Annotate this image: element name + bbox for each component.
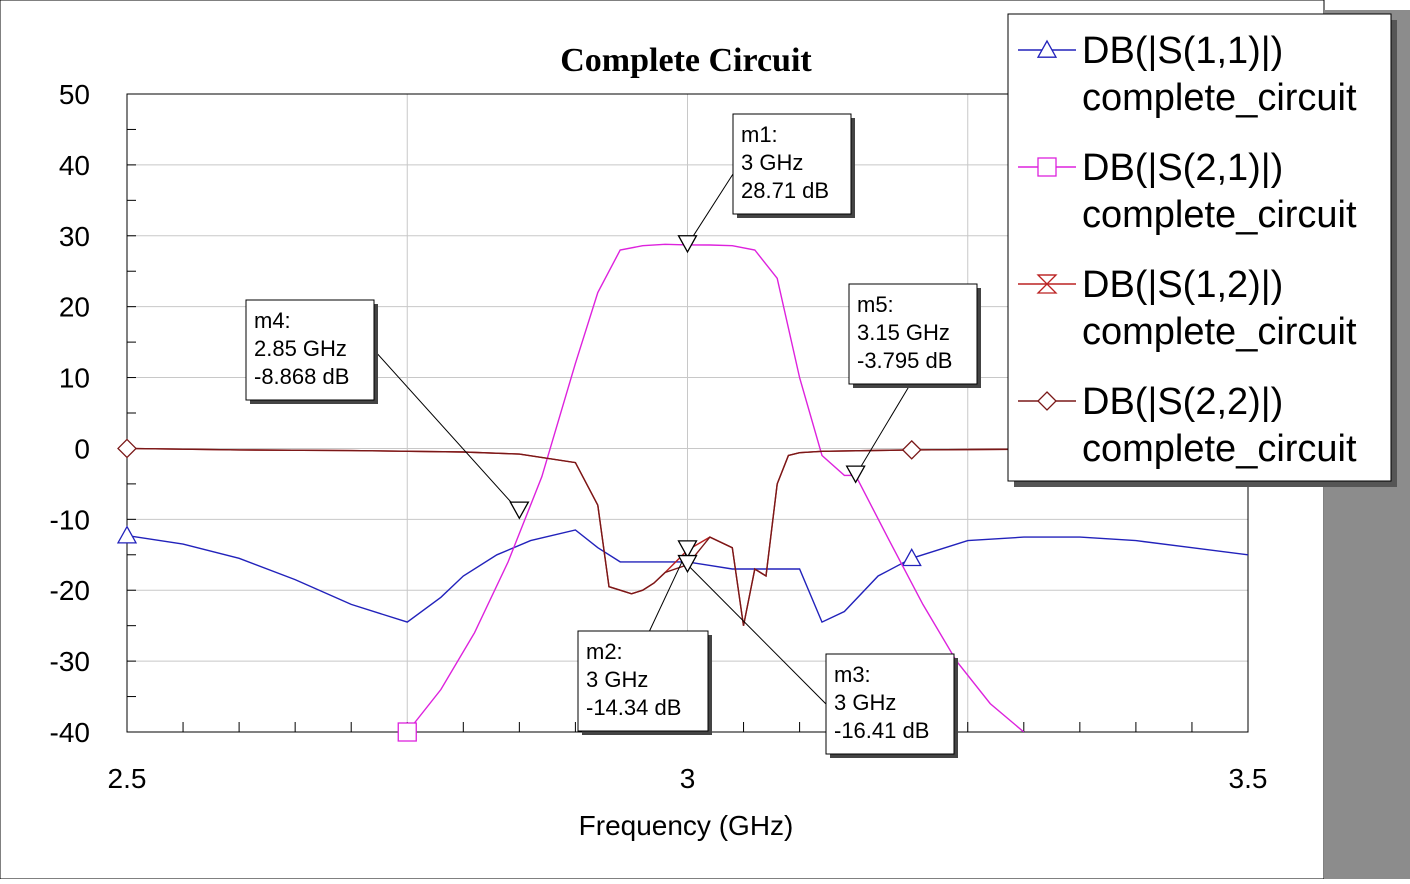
marker-symbol-m1 bbox=[677, 235, 698, 254]
series-1 bbox=[406, 243, 1025, 732]
legend-box bbox=[1007, 13, 1392, 482]
marker-leader-m4 bbox=[373, 349, 520, 512]
x-axis-label: Frequency (GHz) bbox=[579, 810, 794, 841]
legend-entry-sub-0: complete_circuit bbox=[1082, 77, 1357, 119]
series-point-1 bbox=[397, 722, 417, 742]
marker-leader-m3 bbox=[687, 564, 827, 705]
y-tick-label: 10 bbox=[59, 363, 90, 394]
marker-label-m2: m2: bbox=[586, 639, 623, 664]
marker-box-m1 bbox=[732, 113, 852, 215]
marker-symbol-m5 bbox=[845, 465, 866, 484]
series-line-1 bbox=[406, 243, 1025, 732]
legend-marker-3 bbox=[1037, 391, 1057, 411]
legend-marker-0 bbox=[1036, 39, 1058, 58]
legend-entry-sub-1: complete_circuit bbox=[1082, 194, 1357, 236]
x-tick-label: 3.5 bbox=[1229, 763, 1268, 794]
marker-label-m4: m4: bbox=[254, 308, 291, 333]
series-point-3 bbox=[901, 439, 922, 460]
marker-leader-m5 bbox=[855, 383, 911, 476]
chart-title: Complete Circuit bbox=[560, 42, 812, 79]
marker-leader-m1 bbox=[687, 173, 734, 246]
marker-label-m1: 28.71 dB bbox=[741, 178, 829, 203]
y-axis: 50 40 30 20 10 0 -10 -20 -30 -40 bbox=[50, 79, 136, 748]
y-tick-label: -20 bbox=[50, 575, 90, 606]
y-tick-label: -10 bbox=[50, 504, 90, 535]
y-tick-label: -40 bbox=[50, 717, 90, 748]
y-tick-label: 20 bbox=[59, 292, 90, 323]
marker-label-m1: 3 GHz bbox=[741, 150, 803, 175]
marker-symbol-m2 bbox=[677, 540, 698, 559]
marker-leader-m2 bbox=[649, 549, 688, 632]
legend-entry-sub-3: complete_circuit bbox=[1082, 428, 1357, 470]
legend: DB(|S(1,1)|) complete_circuit DB(|S(2,1)|)… bbox=[1007, 13, 1397, 487]
marker-box-m3 bbox=[825, 653, 955, 755]
marker-box-m5 bbox=[848, 283, 978, 385]
marker-group: m1: 3 GHz 28.71 dB m2: 3 GHz -14.34 dB m3: 3 GH… bbox=[245, 113, 981, 758]
legend-entry-0: DB(|S(1,1)|) bbox=[1082, 30, 1283, 72]
marker-label-m3: 3 GHz bbox=[834, 690, 896, 715]
y-tick-label: -30 bbox=[50, 646, 90, 677]
marker-label-m1: m1: bbox=[741, 122, 778, 147]
marker-label-m4: -8.868 dB bbox=[254, 364, 349, 389]
marker-symbol-m3 bbox=[677, 554, 698, 574]
marker-label-m5: m5: bbox=[857, 292, 894, 317]
series-point-0 bbox=[901, 547, 922, 567]
series-point-0 bbox=[116, 525, 138, 544]
x-tick-label: 3 bbox=[680, 763, 696, 794]
legend-entry-3: DB(|S(2,2)|) bbox=[1082, 381, 1283, 423]
legend-entry-sub-2: complete_circuit bbox=[1082, 311, 1357, 353]
marker-box-m4 bbox=[245, 299, 375, 401]
legend-entry-1: DB(|S(2,1)|) bbox=[1082, 147, 1283, 189]
marker-label-m2: 3 GHz bbox=[586, 667, 648, 692]
y-tick-label: 40 bbox=[59, 150, 90, 181]
y-tick-label: 50 bbox=[59, 79, 90, 110]
marker-label-m2: -14.34 dB bbox=[586, 695, 681, 720]
marker-label-m4: 2.85 GHz bbox=[254, 336, 347, 361]
series-point-3 bbox=[117, 438, 137, 459]
marker-label-m3: -16.41 dB bbox=[834, 718, 929, 743]
x-tick-label: 2.5 bbox=[108, 763, 147, 794]
marker-label-m3: m3: bbox=[834, 662, 871, 687]
legend-marker-1 bbox=[1037, 157, 1057, 177]
marker-label-m5: -3.795 dB bbox=[857, 348, 952, 373]
marker-label-m5: 3.15 GHz bbox=[857, 320, 950, 345]
marker-symbol-m4 bbox=[509, 501, 530, 520]
marker-box-m2 bbox=[577, 630, 709, 732]
y-tick-label: 30 bbox=[59, 221, 90, 252]
legend-entry-2: DB(|S(1,2)|) bbox=[1082, 264, 1283, 306]
y-tick-label: 0 bbox=[74, 433, 90, 464]
